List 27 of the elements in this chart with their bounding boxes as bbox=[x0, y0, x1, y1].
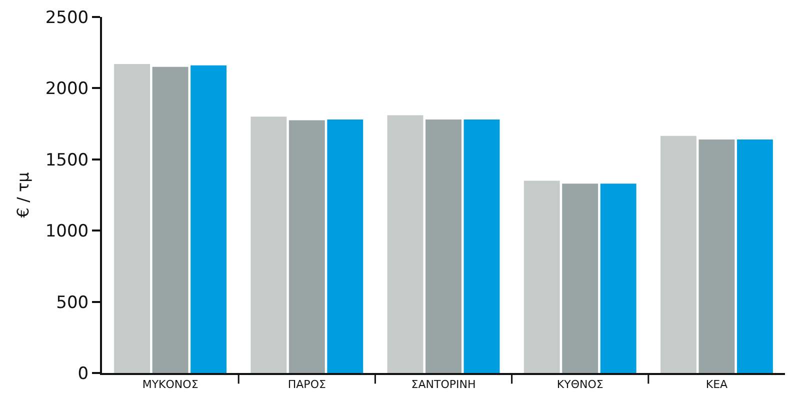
y-tick-label: 500 bbox=[56, 292, 89, 313]
bar bbox=[288, 120, 325, 373]
bar bbox=[387, 115, 424, 373]
bar bbox=[327, 120, 364, 373]
x-tick-label: ΣΑΝΤΟΡΙΝΗ bbox=[411, 378, 476, 392]
y-tick-label: 1000 bbox=[45, 222, 89, 242]
y-axis-title: € / τμ bbox=[14, 172, 33, 218]
bar bbox=[250, 116, 287, 373]
bar bbox=[736, 139, 773, 373]
y-tick-label: 1500 bbox=[45, 150, 89, 170]
bar bbox=[114, 64, 150, 373]
bar bbox=[426, 120, 462, 373]
bar bbox=[698, 139, 735, 373]
bar bbox=[600, 184, 636, 373]
y-tick-label: 2000 bbox=[45, 79, 89, 100]
bar bbox=[562, 184, 598, 373]
x-tick-label: ΠΑΡΟΣ bbox=[288, 378, 326, 392]
bar bbox=[660, 136, 696, 373]
y-tick-label: 0 bbox=[78, 364, 89, 384]
bar bbox=[524, 180, 560, 373]
x-tick-label: ΚΥΘΝΟΣ bbox=[556, 378, 604, 392]
bar bbox=[464, 120, 500, 373]
bar bbox=[152, 66, 188, 373]
bar bbox=[190, 65, 227, 373]
y-tick-label: 2500 bbox=[45, 8, 89, 28]
x-tick-label: ΚΕΑ bbox=[706, 378, 728, 392]
x-tick-label: ΜΥΚΟΝΟΣ bbox=[142, 378, 198, 392]
